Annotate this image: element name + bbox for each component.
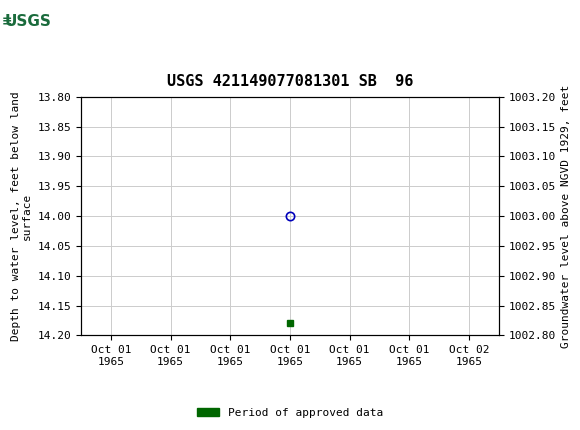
Y-axis label: Depth to water level, feet below land
surface: Depth to water level, feet below land su… bbox=[10, 91, 32, 341]
Title: USGS 421149077081301 SB  96: USGS 421149077081301 SB 96 bbox=[167, 74, 413, 89]
Y-axis label: Groundwater level above NGVD 1929, feet: Groundwater level above NGVD 1929, feet bbox=[561, 84, 571, 348]
Text: USGS: USGS bbox=[5, 14, 52, 29]
Text: ≡: ≡ bbox=[2, 15, 12, 28]
Legend: Period of approved data: Period of approved data bbox=[193, 403, 387, 422]
FancyBboxPatch shape bbox=[3, 2, 70, 43]
